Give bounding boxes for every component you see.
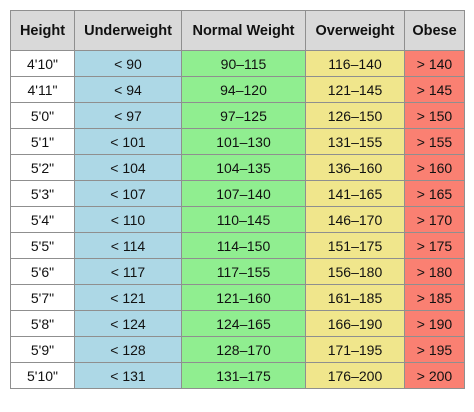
height-cell: 5'3" [10,180,75,207]
table-row: 5'7" < 121 121–160 161–185 > 185 [10,284,465,311]
underweight-cell: < 110 [74,206,182,233]
overweight-cell: 131–155 [305,128,405,155]
obese-cell: > 170 [404,206,465,233]
underweight-cell: < 131 [74,362,182,389]
underweight-cell: < 128 [74,336,182,363]
height-cell: 5'1" [10,128,75,155]
normal-weight-cell: 121–160 [181,284,306,311]
overweight-cell: 151–175 [305,232,405,259]
table-row: 5'2" < 104 104–135 136–160 > 160 [10,154,465,181]
table-row: 5'4" < 110 110–145 146–170 > 170 [10,206,465,233]
obese-cell: > 165 [404,180,465,207]
obese-cell: > 195 [404,336,465,363]
normal-weight-cell: 101–130 [181,128,306,155]
underweight-cell: < 97 [74,102,182,129]
header-normal-weight: Normal Weight [181,10,306,51]
obese-cell: > 150 [404,102,465,129]
height-cell: 5'8" [10,310,75,337]
underweight-cell: < 124 [74,310,182,337]
underweight-cell: < 94 [74,76,182,103]
obese-cell: > 200 [404,362,465,389]
height-cell: 5'9" [10,336,75,363]
header-height: Height [10,10,75,51]
table-row: 5'6" < 117 117–155 156–180 > 180 [10,258,465,285]
obese-cell: > 160 [404,154,465,181]
obese-cell: > 190 [404,310,465,337]
height-cell: 5'5" [10,232,75,259]
table-row: 5'1" < 101 101–130 131–155 > 155 [10,128,465,155]
underweight-cell: < 104 [74,154,182,181]
normal-weight-cell: 104–135 [181,154,306,181]
overweight-cell: 146–170 [305,206,405,233]
table-row: 4'10" < 90 90–115 116–140 > 140 [10,50,465,77]
table-header-row: Height Underweight Normal Weight Overwei… [10,10,465,51]
overweight-cell: 161–185 [305,284,405,311]
normal-weight-cell: 114–150 [181,232,306,259]
height-cell: 4'11" [10,76,75,103]
normal-weight-cell: 128–170 [181,336,306,363]
header-overweight: Overweight [305,10,405,51]
underweight-cell: < 114 [74,232,182,259]
underweight-cell: < 117 [74,258,182,285]
height-cell: 5'2" [10,154,75,181]
obese-cell: > 175 [404,232,465,259]
overweight-cell: 126–150 [305,102,405,129]
table-body: 4'10" < 90 90–115 116–140 > 140 4'11" < 94 94–1… [10,50,465,389]
overweight-cell: 121–145 [305,76,405,103]
overweight-cell: 116–140 [305,50,405,77]
overweight-cell: 171–195 [305,336,405,363]
height-cell: 5'4" [10,206,75,233]
normal-weight-cell: 131–175 [181,362,306,389]
table-row: 4'11" < 94 94–120 121–145 > 145 [10,76,465,103]
normal-weight-cell: 97–125 [181,102,306,129]
obese-cell: > 155 [404,128,465,155]
height-cell: 4'10" [10,50,75,77]
obese-cell: > 140 [404,50,465,77]
underweight-cell: < 90 [74,50,182,77]
table-row: 5'5" < 114 114–150 151–175 > 175 [10,232,465,259]
overweight-cell: 166–190 [305,310,405,337]
underweight-cell: < 107 [74,180,182,207]
header-underweight: Underweight [74,10,182,51]
table-row: 5'10" < 131 131–175 176–200 > 200 [10,362,465,389]
normal-weight-cell: 94–120 [181,76,306,103]
overweight-cell: 156–180 [305,258,405,285]
normal-weight-cell: 110–145 [181,206,306,233]
height-cell: 5'10" [10,362,75,389]
normal-weight-cell: 117–155 [181,258,306,285]
table-row: 5'8" < 124 124–165 166–190 > 190 [10,310,465,337]
underweight-cell: < 121 [74,284,182,311]
normal-weight-cell: 107–140 [181,180,306,207]
normal-weight-cell: 90–115 [181,50,306,77]
underweight-cell: < 101 [74,128,182,155]
overweight-cell: 176–200 [305,362,405,389]
height-cell: 5'0" [10,102,75,129]
overweight-cell: 141–165 [305,180,405,207]
bmi-weight-table: Height Underweight Normal Weight Overwei… [10,10,465,389]
table-row: 5'3" < 107 107–140 141–165 > 165 [10,180,465,207]
obese-cell: > 185 [404,284,465,311]
height-cell: 5'7" [10,284,75,311]
normal-weight-cell: 124–165 [181,310,306,337]
obese-cell: > 180 [404,258,465,285]
table-row: 5'0" < 97 97–125 126–150 > 150 [10,102,465,129]
table-row: 5'9" < 128 128–170 171–195 > 195 [10,336,465,363]
overweight-cell: 136–160 [305,154,405,181]
header-obese: Obese [404,10,465,51]
height-cell: 5'6" [10,258,75,285]
obese-cell: > 145 [404,76,465,103]
